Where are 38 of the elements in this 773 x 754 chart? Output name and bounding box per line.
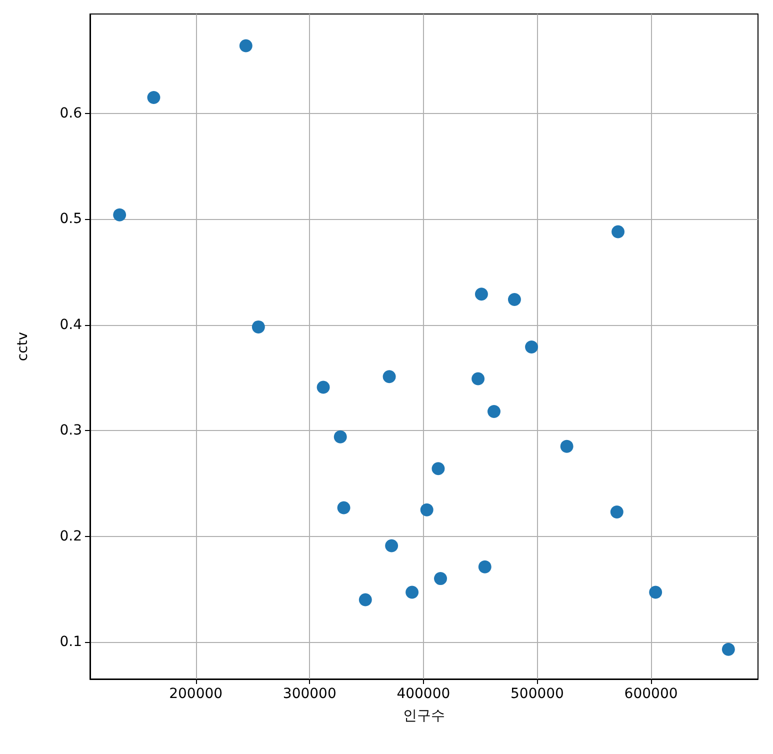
x-tick-label: 400000	[396, 686, 450, 702]
point	[560, 440, 574, 453]
point	[612, 225, 625, 238]
point	[434, 572, 447, 586]
y-tick-label: 0.4	[60, 316, 82, 333]
x-axis-title: 인구수	[403, 708, 445, 724]
y-axis-title: cctv	[15, 332, 31, 362]
point	[316, 380, 330, 394]
point	[252, 320, 265, 334]
point	[334, 430, 347, 444]
point	[385, 539, 398, 552]
y-tick-label: 0.2	[60, 528, 82, 544]
point	[113, 208, 126, 222]
y-tick-label: 0.3	[60, 422, 82, 439]
x-tick-label: 600000	[624, 686, 678, 702]
point	[508, 292, 521, 306]
y-tick-label: 0.5	[60, 211, 82, 228]
point	[488, 405, 500, 418]
x-tick-label: 500000	[510, 686, 564, 702]
point	[474, 288, 488, 301]
point	[337, 501, 350, 514]
point	[147, 91, 160, 104]
x-tick-label: 300000	[282, 686, 336, 702]
y-tick-label: 0.6	[60, 105, 82, 122]
y-tick-label: 0.1	[60, 634, 82, 650]
point	[649, 586, 662, 599]
point	[406, 586, 419, 599]
point	[478, 560, 492, 574]
point	[722, 642, 735, 656]
point	[382, 370, 396, 384]
point	[610, 505, 624, 518]
x-tick-label: 200000	[169, 686, 223, 702]
point	[420, 503, 434, 516]
point	[432, 462, 445, 476]
point	[239, 39, 252, 52]
point	[525, 340, 538, 354]
point	[358, 593, 372, 606]
point	[472, 372, 485, 386]
